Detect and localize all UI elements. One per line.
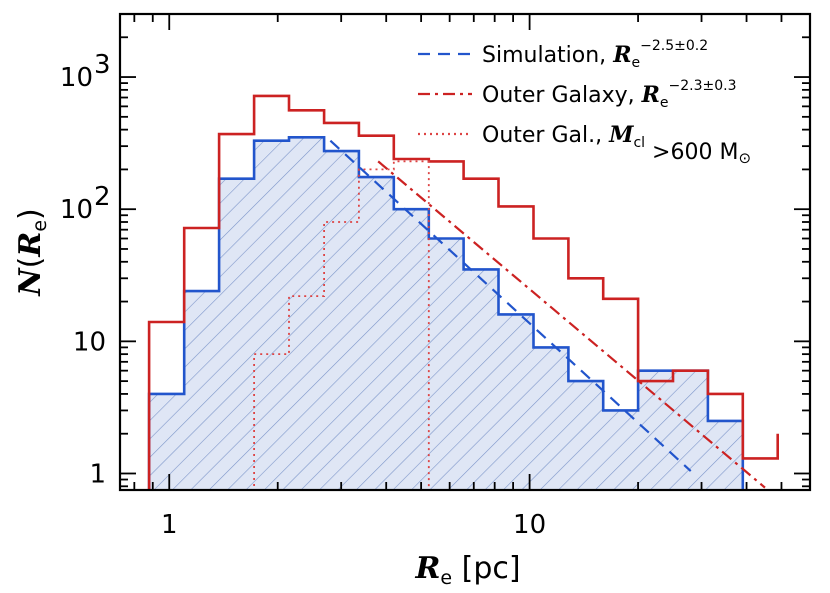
y-tick-exponent: 2 xyxy=(94,182,111,212)
simulation-hatch xyxy=(149,137,743,490)
legend-label-1: Outer Galaxy, Re−2.3±0.3 xyxy=(482,78,737,111)
series-1-histogram xyxy=(147,94,779,490)
plot-frame xyxy=(118,12,812,492)
y-axis-label: N(Re) xyxy=(13,208,51,297)
x-axis-label: Re [pc] xyxy=(414,551,520,589)
series-0-powerlaw-fit xyxy=(329,139,692,472)
legend-label-0: Simulation, Re−2.5±0.2 xyxy=(482,38,708,71)
y-tick-label: 10 xyxy=(60,195,93,225)
y-tick-label: 10 xyxy=(60,63,93,93)
y-tick-label: 1 xyxy=(89,459,106,489)
legend-label-2: Outer Gal., Mcl >600 M⊙ xyxy=(482,122,751,167)
x-tick-label: 10 xyxy=(513,510,546,540)
x-tick-label: 1 xyxy=(161,510,178,540)
y-tick-exponent: 3 xyxy=(94,50,111,80)
series-1-powerlaw-fit xyxy=(377,160,766,489)
y-tick-label: 10 xyxy=(73,327,106,357)
